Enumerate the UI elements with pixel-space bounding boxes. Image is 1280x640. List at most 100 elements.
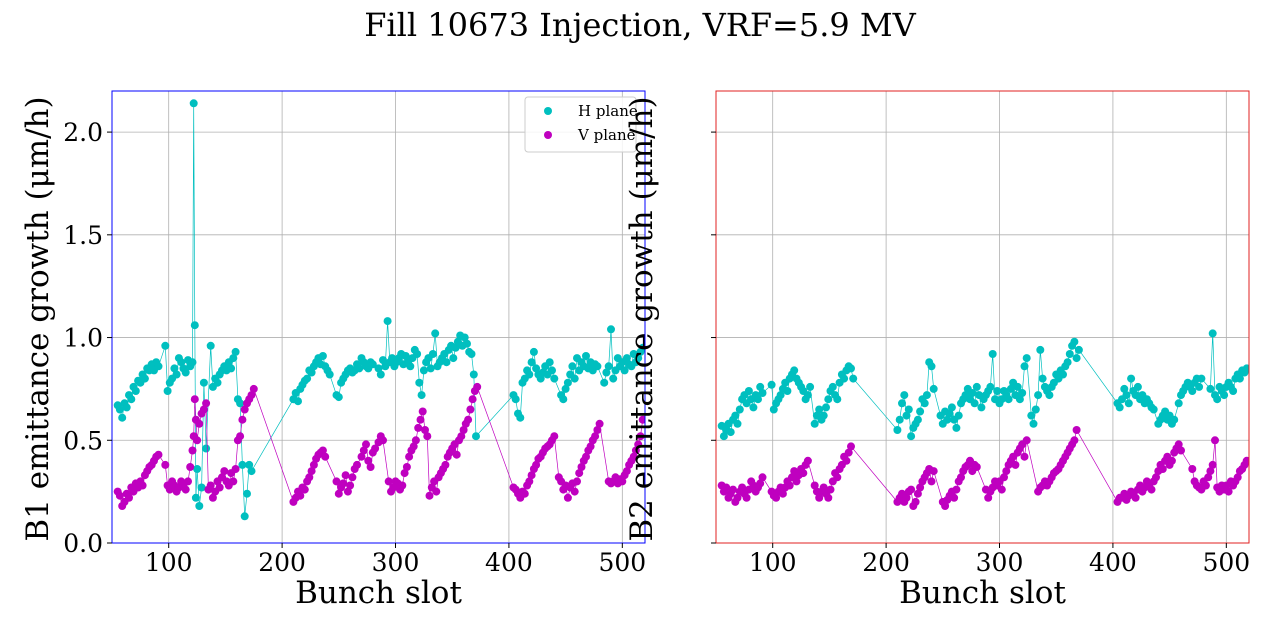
data-point xyxy=(1070,337,1079,346)
data-point xyxy=(125,493,133,502)
data-point xyxy=(582,452,590,461)
data-point xyxy=(847,364,855,373)
data-point xyxy=(1029,419,1038,428)
data-point xyxy=(441,460,450,469)
data-point xyxy=(419,366,428,375)
data-point xyxy=(1177,446,1185,455)
data-point xyxy=(902,493,911,502)
data-point xyxy=(1201,481,1210,490)
data-point xyxy=(984,493,993,502)
data-point xyxy=(154,450,163,459)
data-point xyxy=(758,473,767,482)
data-point xyxy=(607,325,615,334)
data-point xyxy=(997,485,1006,494)
data-point xyxy=(815,405,824,414)
data-point xyxy=(1045,391,1054,400)
data-point xyxy=(898,399,906,408)
data-point xyxy=(1072,426,1081,434)
data-point xyxy=(545,358,554,367)
data-point xyxy=(847,442,855,451)
data-point xyxy=(1006,384,1015,393)
data-point xyxy=(511,395,520,404)
data-point xyxy=(193,436,202,445)
data-point xyxy=(756,382,765,391)
data-point xyxy=(460,333,469,342)
data-point xyxy=(1074,345,1083,354)
data-point xyxy=(758,389,767,397)
data-point xyxy=(972,463,981,471)
data-point xyxy=(529,347,538,356)
data-point xyxy=(181,368,190,377)
data-point xyxy=(1195,382,1204,391)
data-point xyxy=(1188,465,1197,473)
data-point xyxy=(945,409,954,418)
data-point xyxy=(238,460,247,469)
data-point xyxy=(1170,415,1179,424)
data-point xyxy=(193,465,202,473)
h-plane-series xyxy=(717,329,1249,441)
data-point xyxy=(423,432,432,441)
data-point xyxy=(1211,436,1219,445)
data-point xyxy=(202,444,211,453)
data-point xyxy=(421,426,429,434)
data-point xyxy=(593,362,602,371)
h-plane-series xyxy=(113,99,645,521)
data-point xyxy=(833,395,842,404)
data-point xyxy=(570,374,579,383)
data-point xyxy=(1034,391,1043,400)
data-point xyxy=(618,477,627,486)
axes-frame xyxy=(111,90,646,544)
y-axis-label: B1 emittance growth (μm/h) xyxy=(20,96,56,541)
data-point xyxy=(417,391,426,400)
data-point xyxy=(138,481,147,490)
data-point xyxy=(202,399,211,408)
data-point xyxy=(473,382,482,391)
data-point xyxy=(563,378,572,387)
x-tick-label: 300 xyxy=(976,548,1024,577)
data-point xyxy=(799,469,808,478)
data-point xyxy=(1120,384,1129,393)
data-point xyxy=(1131,493,1140,502)
data-point xyxy=(729,485,737,494)
data-point xyxy=(318,446,327,455)
data-point xyxy=(371,444,380,453)
data-point xyxy=(548,366,556,375)
data-point xyxy=(400,469,409,478)
data-point xyxy=(127,395,136,404)
data-point xyxy=(1011,460,1020,469)
data-point xyxy=(525,477,534,486)
data-point xyxy=(1206,467,1215,476)
data-point xyxy=(844,448,853,457)
data-point xyxy=(1027,411,1036,420)
data-point xyxy=(749,403,758,412)
data-point xyxy=(405,452,414,461)
data-point xyxy=(1235,374,1244,383)
v-plane-series xyxy=(717,426,1249,510)
data-point xyxy=(826,485,835,494)
data-point xyxy=(1188,387,1197,395)
data-point xyxy=(532,364,541,373)
x-tick-label: 100 xyxy=(145,548,193,577)
data-point xyxy=(229,477,238,486)
data-point xyxy=(1220,391,1229,400)
data-point xyxy=(754,395,762,404)
data-point xyxy=(536,374,545,383)
data-point xyxy=(177,358,186,367)
data-point xyxy=(575,469,584,478)
data-point xyxy=(122,403,131,412)
data-point xyxy=(735,405,744,414)
x-axis-label: Bunch slot xyxy=(295,575,462,611)
data-point xyxy=(744,387,753,395)
x-tick-label: 200 xyxy=(258,548,306,577)
data-point xyxy=(573,477,581,486)
data-point xyxy=(1122,391,1131,400)
data-point xyxy=(240,512,249,521)
data-point xyxy=(952,485,961,494)
data-point xyxy=(1018,389,1027,397)
data-point xyxy=(943,415,952,424)
data-point xyxy=(620,366,629,375)
y-tick-label: 0.5 xyxy=(63,426,103,455)
data-point xyxy=(451,343,460,352)
data-point xyxy=(520,489,529,498)
data-point xyxy=(199,405,208,414)
